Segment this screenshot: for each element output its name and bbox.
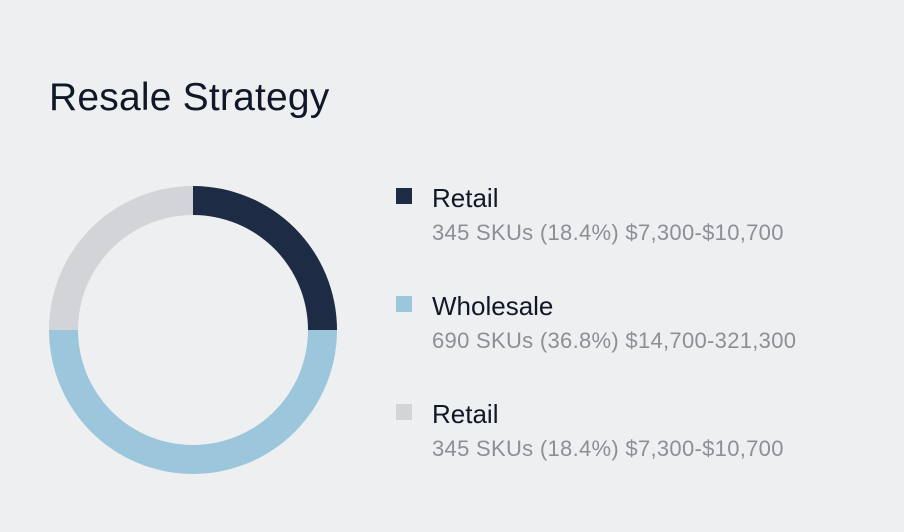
legend-swatch-retail [396,188,412,204]
legend-label: Wholesale [432,291,554,321]
legend-detail: 345 SKUs (18.4%) $7,300-$10,700 [432,436,784,461]
legend-label: Retail [432,183,499,213]
donut-segment-3 [49,186,193,330]
legend-item-retail: Retail 345 SKUs (18.4%) $7,300-$10,700 [396,180,796,288]
legend-label: Retail [432,399,499,429]
legend-swatch-retail-2 [396,404,412,420]
donut-segment-2 [49,330,337,474]
legend-detail: 690 SKUs (36.8%) $14,700-321,300 [432,328,797,353]
legend-swatch-wholesale [396,296,412,312]
chart-legend: Retail 345 SKUs (18.4%) $7,300-$10,700 W… [396,180,796,504]
chart-title: Resale Strategy [49,76,330,119]
donut-segment-1 [193,186,337,330]
legend-item-retail-2: Retail 345 SKUs (18.4%) $7,300-$10,700 [396,396,796,504]
legend-item-wholesale: Wholesale 690 SKUs (36.8%) $14,700-321,3… [396,288,796,396]
donut-chart [49,186,337,474]
legend-detail: 345 SKUs (18.4%) $7,300-$10,700 [432,220,784,245]
